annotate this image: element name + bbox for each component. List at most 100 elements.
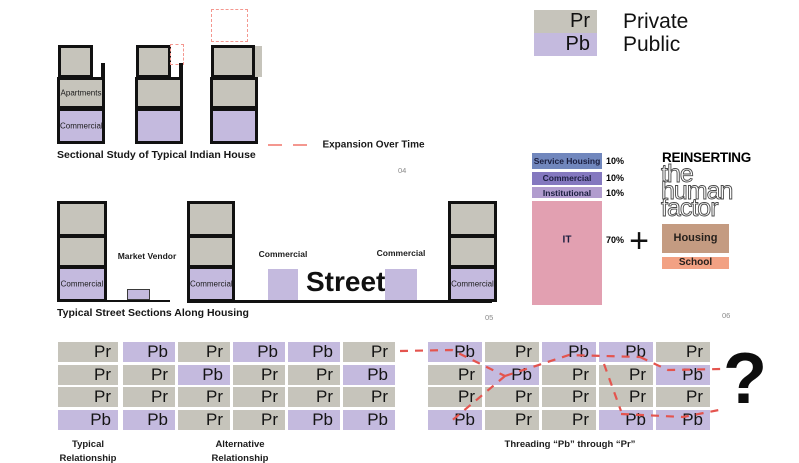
legend-swatch-public: Pb xyxy=(534,33,597,56)
grid-cell-pr: Pr xyxy=(233,364,285,385)
grid-cell-pb: Pb xyxy=(599,342,653,362)
grid-cell-pb: Pb xyxy=(599,409,653,430)
expansion-legend: Expansion Over Time xyxy=(268,136,425,154)
streetB-floor2 xyxy=(187,235,235,268)
alternative-grid-caption: Alternative Relationship xyxy=(190,438,290,463)
market-vendor-stall xyxy=(127,289,150,300)
expansion-dash-icon xyxy=(268,143,282,147)
expansion-dash-icon xyxy=(293,143,307,147)
grid-cell-pr: Pr xyxy=(288,387,340,407)
plus-sign: + xyxy=(629,222,649,260)
house2-commercial-floor xyxy=(135,108,183,144)
streetC-floor3 xyxy=(448,201,497,237)
bar-segment-label: Institutional xyxy=(542,187,592,198)
bar-segment-institutional: Institutional 10% xyxy=(532,187,624,198)
house2-apartments-floor xyxy=(135,77,183,109)
reinserting-subtitle-line1: the xyxy=(661,160,695,188)
streetA-floor3 xyxy=(57,201,107,237)
caption-line: Relationship xyxy=(59,452,117,463)
grid-cell-pb: Pb xyxy=(343,409,395,430)
school-box: School xyxy=(662,257,729,269)
bar-segment-pct: 10% xyxy=(606,187,625,198)
grid-cell-pb: Pb xyxy=(123,342,175,362)
bar-segment-pct: 10% xyxy=(606,173,625,183)
grid-cell-pr: Pr xyxy=(542,409,596,430)
street-commercial-label-2: Commercial xyxy=(376,248,426,258)
caption-line: Alternative xyxy=(215,439,265,450)
bar-segment-label: Commercial xyxy=(542,173,592,183)
threading-grid: Pb Pr Pb Pb Pr Pr Pb Pr Pr Pb Pr Pr Pr Pr Pr Pb Pr Pr Pb Pb xyxy=(428,342,710,430)
threading-grid-caption: Threading “Pb” through “Pr” xyxy=(504,439,636,450)
grid-cell-pb: Pb xyxy=(178,364,230,385)
house3-roof-overhang xyxy=(253,46,262,77)
commercial-label: Commercial xyxy=(190,279,233,289)
caption-line: Typical xyxy=(71,439,105,450)
program-stacked-bar: Service Housing 10% Commercial 10% Insti… xyxy=(532,153,624,305)
housing-box: Housing xyxy=(662,224,729,253)
grid-cell-pr: Pr xyxy=(178,387,230,407)
grid-cell-pb: Pb xyxy=(58,409,118,430)
caption-line: Relationship xyxy=(211,452,269,463)
grid-cell-pb: Pb xyxy=(542,342,596,362)
house1-commercial-floor: Commercial xyxy=(57,108,105,144)
street-commercial-label-1: Commercial xyxy=(258,249,308,259)
grid-cell-pb: Pb xyxy=(343,364,395,385)
apartments-label: Apartments xyxy=(60,88,102,98)
bar-segment-commercial: Commercial 10% xyxy=(532,171,624,185)
grid-cell-pb: Pb xyxy=(288,342,340,362)
grid-cell-pr: Pr xyxy=(343,342,395,362)
grid-cell-pr: Pr xyxy=(123,364,175,385)
grid-cell-pr: Pr xyxy=(428,387,482,407)
grid-cell-pr: Pr xyxy=(288,364,340,385)
bar-segment-service-housing: Service Housing 10% xyxy=(532,153,624,169)
grid-cell-pr: Pr xyxy=(542,387,596,407)
commercial-label: Commercial xyxy=(60,121,103,131)
typical-relationship-grid: Pr Pr Pr Pb xyxy=(58,342,118,430)
grid-cell-pr: Pr xyxy=(58,387,118,407)
legend-label-private: Private xyxy=(623,10,689,33)
bar-segment-label: IT xyxy=(562,234,572,246)
question-mark: ? xyxy=(723,339,767,419)
grid-cell-pb: Pb xyxy=(656,409,710,430)
commercial-label: Commercial xyxy=(451,279,494,289)
house1-wall-stub xyxy=(101,63,105,78)
grid-cell-pr: Pr xyxy=(428,364,482,385)
house2-wall-stub xyxy=(179,63,183,78)
grid-cell-pb: Pb xyxy=(123,409,175,430)
grid-cell-pr: Pr xyxy=(178,409,230,430)
street-label: Street xyxy=(306,266,386,297)
market-vendor-label: Market Vendor xyxy=(117,251,177,261)
street-commercial-box-2 xyxy=(385,269,417,300)
house2-top-floor xyxy=(136,45,171,78)
page-number-06: 06 xyxy=(722,311,731,320)
grid-cell-pr: Pr xyxy=(178,342,230,362)
grid-cell-pr: Pr xyxy=(542,364,596,385)
expansion-legend-label: Expansion Over Time xyxy=(322,139,425,151)
bar-segment-label: Service Housing xyxy=(533,156,601,166)
streetC-floor2 xyxy=(448,235,497,268)
legend-swatch-private: Pr xyxy=(534,10,597,33)
typical-grid-caption: Typical Relationship xyxy=(43,438,133,463)
grid-cell-pr: Pr xyxy=(485,409,539,430)
house3-expansion-dashed-box xyxy=(211,9,248,42)
bar-segment-pct: 10% xyxy=(606,156,625,166)
grid-cell-pr: Pr xyxy=(656,342,710,362)
house1-apartments-floor: Apartments xyxy=(57,77,105,109)
grid-cell-pr: Pr xyxy=(599,387,653,407)
streetA-commercial-floor: Commercial xyxy=(57,266,107,302)
grid-cell-pr: Pr xyxy=(123,387,175,407)
grid-cell-pb: Pb xyxy=(428,342,482,362)
streetC-commercial-floor: Commercial xyxy=(448,266,497,302)
bar-segment-pct: 70% xyxy=(606,235,625,246)
bar-segment-it: IT 70% xyxy=(532,200,624,305)
grid-cell-pr: Pr xyxy=(233,387,285,407)
house1-top-floor xyxy=(58,45,93,78)
grid-cell-pb: Pb xyxy=(428,409,482,430)
reinserting-subtitle-line2: human xyxy=(661,177,734,205)
house3-top-floor xyxy=(211,45,255,78)
streetB-floor3 xyxy=(187,201,235,237)
reinserting-subtitle-line3: factor xyxy=(661,194,719,222)
sectional-study-caption: Sectional Study of Typical Indian House xyxy=(57,149,256,161)
page-number-04: 04 xyxy=(398,166,407,175)
grid-cell-pr: Pr xyxy=(343,387,395,407)
